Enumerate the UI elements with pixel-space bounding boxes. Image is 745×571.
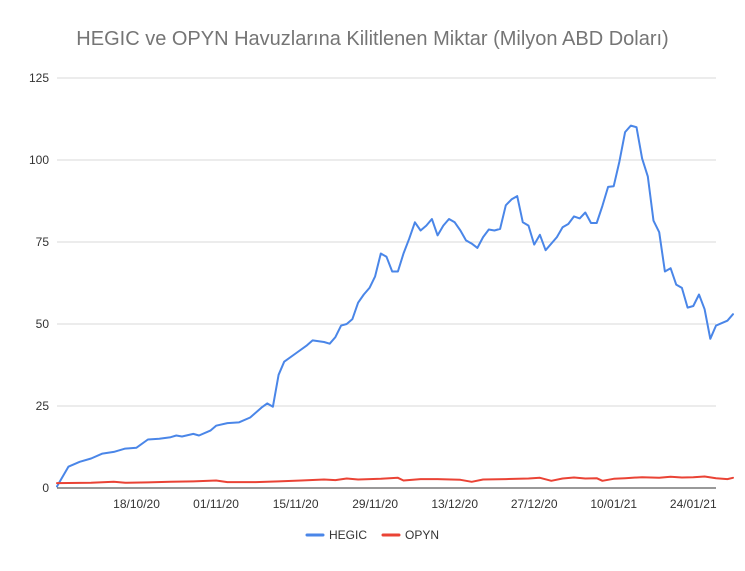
gridlines [57, 77, 716, 489]
y-tick-label: 25 [36, 399, 50, 413]
x-tick-label: 27/12/20 [511, 497, 558, 511]
x-tick-label: 18/10/20 [113, 497, 160, 511]
x-tick-label: 10/01/21 [590, 497, 637, 511]
x-axis: 18/10/20 01/11/20 15/11/20 29/11/20 13/12/20… [113, 497, 717, 511]
y-axis: 0 25 50 75 100 125 [29, 71, 49, 495]
series-line-hegic [56, 124, 734, 488]
x-tick-label: 01/11/20 [193, 497, 239, 511]
series-line-opyn [56, 475, 734, 485]
x-tick-label: 24/01/21 [670, 497, 717, 511]
y-tick-label: 100 [29, 153, 49, 167]
y-tick-label: 0 [42, 481, 49, 495]
y-tick-label: 125 [29, 71, 49, 85]
x-tick-label: 13/12/20 [431, 497, 478, 511]
legend: HEGIC OPYN [305, 528, 439, 542]
x-tick-label: 15/11/20 [273, 497, 319, 511]
legend-label-hegic: HEGIC [329, 528, 367, 542]
y-tick-label: 75 [36, 235, 50, 249]
x-tick-label: 29/11/20 [352, 497, 398, 511]
legend-label-opyn: OPYN [405, 528, 439, 542]
chart-title: HEGIC ve OPYN Havuzlarına Kilitlenen Mik… [76, 28, 669, 50]
series-lines [56, 124, 734, 488]
y-tick-label: 50 [36, 317, 50, 331]
